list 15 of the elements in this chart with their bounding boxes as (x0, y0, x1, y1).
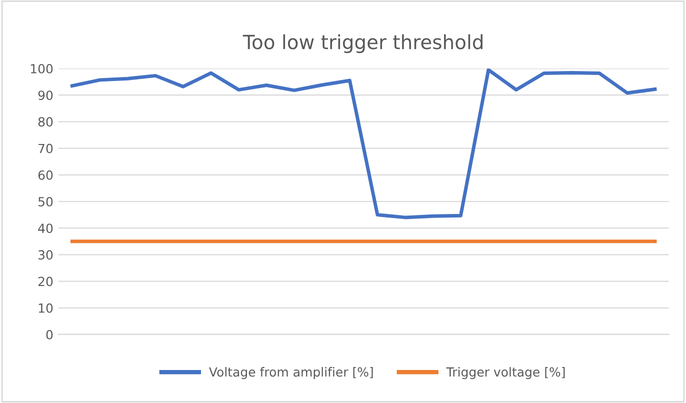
y-tick-label: 30 (38, 250, 53, 260)
y-tick-label: 20 (38, 276, 53, 286)
legend-label: Trigger voltage [%] (446, 367, 565, 380)
y-tick-label: 100 (30, 64, 53, 74)
y-tick-label: 10 (38, 303, 53, 313)
y-tick-label: 70 (38, 144, 53, 154)
y-tick-label: 90 (38, 90, 53, 100)
y-tick-label: 50 (38, 196, 53, 206)
legend-label: Voltage from amplifier [%] (209, 367, 373, 380)
y-tick-label: 40 (38, 224, 53, 234)
line-series (70, 68, 657, 220)
chart-title: Too low trigger threshold (242, 34, 482, 54)
y-tick-label: 80 (38, 117, 53, 127)
y-tick-label: 60 (38, 170, 53, 180)
y-tick-label: 0 (46, 330, 53, 340)
